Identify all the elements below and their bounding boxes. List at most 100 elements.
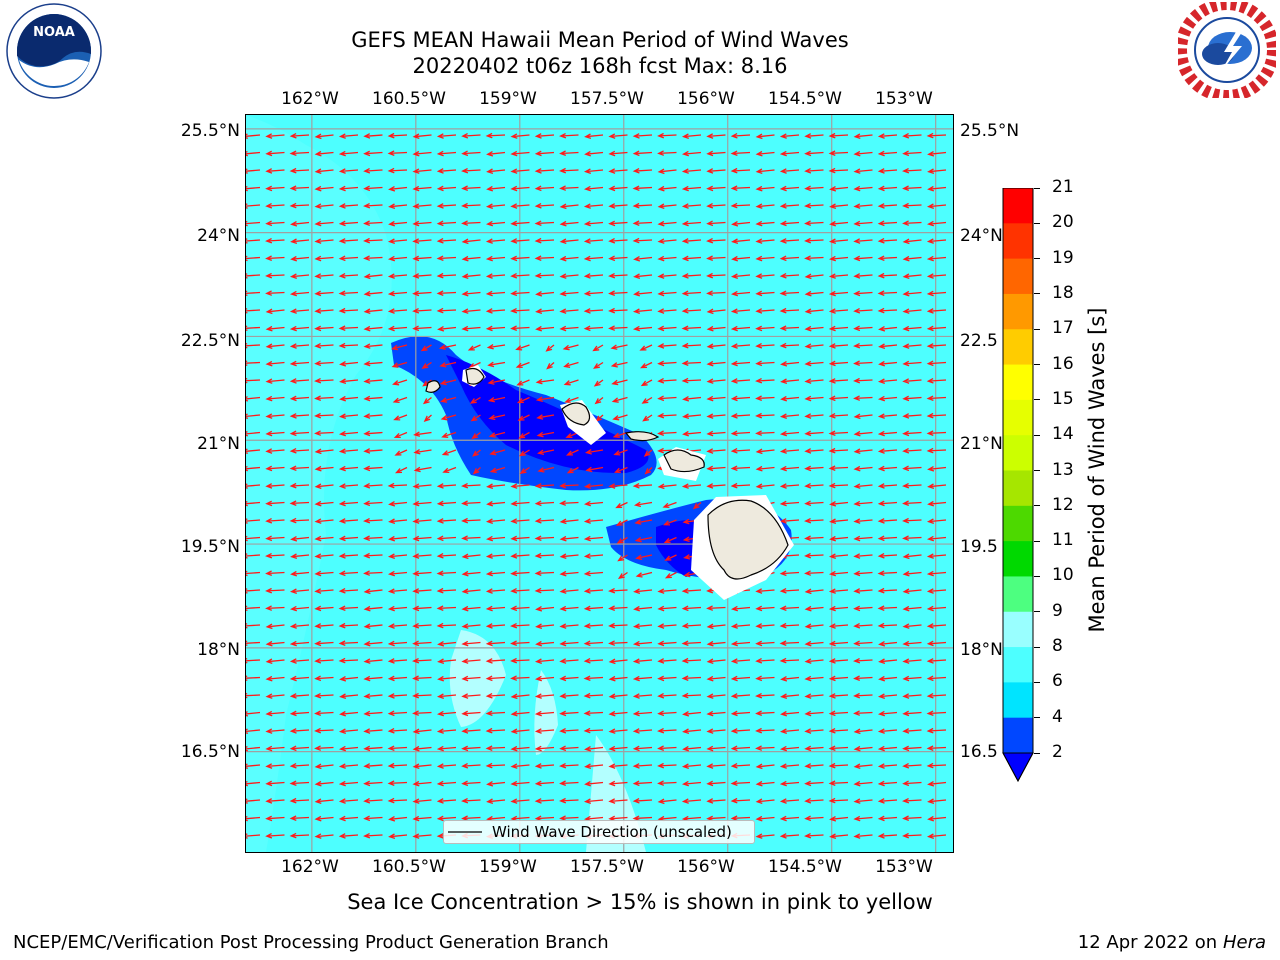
wind-arrow-627: [692, 502, 702, 510]
wind-arrow-633: [829, 501, 849, 507]
wind-arrow-842: [265, 640, 285, 647]
wind-arrow-1155: [829, 816, 849, 822]
wind-arrow-1: [265, 133, 285, 139]
wind-arrow-835: [804, 623, 824, 630]
colorbar-tick-mark-7: [1034, 505, 1040, 507]
wind-arrow-1062: [681, 763, 702, 770]
wind-arrow-246: [583, 273, 604, 279]
wind-arrow-453: [682, 396, 702, 402]
wind-arrow-547: [853, 448, 873, 455]
wind-arrow-441: [392, 396, 408, 404]
wind-arrow-809: [877, 605, 898, 612]
wind-arrow-920: [755, 675, 775, 682]
wind-arrow-810: [902, 605, 922, 612]
wind-arrow-779: [853, 588, 873, 594]
wind-arrow-626: [662, 501, 677, 509]
lat-label-right-2: 22.5: [960, 331, 998, 351]
wind-arrow-513: [730, 430, 751, 437]
wind-arrow-665: [902, 517, 922, 524]
wind-arrow-452: [657, 395, 677, 402]
wind-arrow-479: [612, 414, 628, 421]
wind-arrow-322: [314, 325, 334, 332]
wind-arrow-69: [510, 168, 530, 174]
wind-arrow-1032: [657, 745, 677, 752]
wind-arrow-117: [265, 203, 285, 209]
wind-arrow-734: [461, 570, 481, 577]
wind-arrow-833: [755, 623, 775, 629]
colorbar-label: Mean Period of Wind Waves [s]: [1085, 307, 1109, 633]
wind-arrow-338: [706, 325, 726, 332]
wind-arrow-47: [681, 150, 702, 157]
wind-arrow-650: [534, 518, 555, 524]
wind-arrow-645: [412, 518, 432, 524]
wind-arrow-32: [314, 150, 334, 157]
wind-arrow-1095: [779, 780, 800, 787]
wind-arrow-941: [559, 693, 579, 699]
wind-arrow-727: [290, 570, 310, 577]
wind-arrow-692: [853, 535, 873, 542]
kauai-island: [465, 367, 485, 385]
colorbar-tick-label-3: 8: [1052, 636, 1063, 657]
wind-arrow-878: [437, 658, 457, 665]
wind-arrow-785: [289, 605, 310, 612]
wind-arrow-86: [927, 168, 947, 175]
wind-arrow-471: [423, 414, 432, 422]
wind-arrow-240: [436, 272, 457, 279]
wind-arrow-939: [510, 693, 530, 700]
wind-arrow-879: [461, 658, 481, 664]
wind-arrow-662: [829, 518, 849, 525]
lon-label-top-0: 162°W: [281, 89, 339, 109]
wind-arrow-18: [681, 133, 702, 140]
wind-arrow-149: [338, 220, 359, 227]
wind-arrow-281: [730, 290, 751, 297]
footer-date: 12 Apr 2022 on: [1077, 932, 1223, 953]
wind-arrow-450: [611, 396, 628, 403]
wind-arrow-1187: [902, 832, 922, 839]
colorbar-extend-triangle: [1002, 752, 1034, 783]
wind-arrow-953: [853, 692, 873, 699]
wind-arrow-270: [461, 290, 481, 297]
wind-arrow-948: [730, 693, 751, 699]
wind-arrow-610: [265, 500, 285, 507]
wind-arrow-848: [412, 640, 432, 647]
wind-arrow-824: [535, 623, 555, 630]
wind-arrow-882: [534, 658, 555, 665]
wind-arrow-706: [485, 553, 506, 559]
wind-arrow-872: [289, 658, 310, 664]
wind-arrow-295: [363, 308, 383, 315]
wind-arrow-993: [412, 728, 432, 735]
wind-arrow-1015: [246, 745, 261, 752]
wind-arrow-911: [534, 675, 555, 682]
colorbar-segment-7: [1003, 470, 1033, 507]
wind-arrow-0: [246, 133, 261, 140]
wind-arrow-989: [314, 727, 334, 734]
wind-arrow-971: [583, 710, 604, 717]
oahu-island: [561, 402, 591, 426]
wind-arrow-396: [706, 360, 726, 367]
lat-label-right-5: 18°N: [960, 640, 1003, 660]
wind-arrow-1036: [755, 745, 775, 751]
wind-arrow-836: [828, 623, 849, 629]
wind-arrow-1067: [804, 763, 824, 769]
wind-arrow-799: [633, 605, 653, 612]
wind-arrow-156: [510, 220, 530, 227]
wind-arrow-770: [633, 588, 653, 595]
wind-arrow-38: [461, 150, 481, 157]
wind-wave-direction-arrows: [246, 132, 947, 840]
wind-arrow-578: [902, 465, 922, 472]
wind-arrow-691: [829, 535, 849, 542]
wind-arrow-1163: [314, 833, 334, 839]
colorbar-tick-mark-10: [1034, 399, 1040, 401]
wind-arrow-243: [510, 273, 530, 279]
wind-arrow-742: [664, 571, 677, 579]
wind-arrow-913: [583, 675, 604, 682]
colorbar-tick-label-0: 2: [1052, 742, 1063, 762]
wind-arrow-403: [878, 360, 898, 367]
wind-arrow-1086: [559, 780, 579, 787]
wind-arrow-39: [486, 151, 506, 157]
wind-arrow-58: [246, 168, 261, 174]
wind-arrow-21: [755, 133, 775, 140]
wind-arrow-20: [730, 133, 751, 139]
wind-arrow-648: [485, 518, 506, 525]
wind-arrow-78: [730, 167, 751, 174]
